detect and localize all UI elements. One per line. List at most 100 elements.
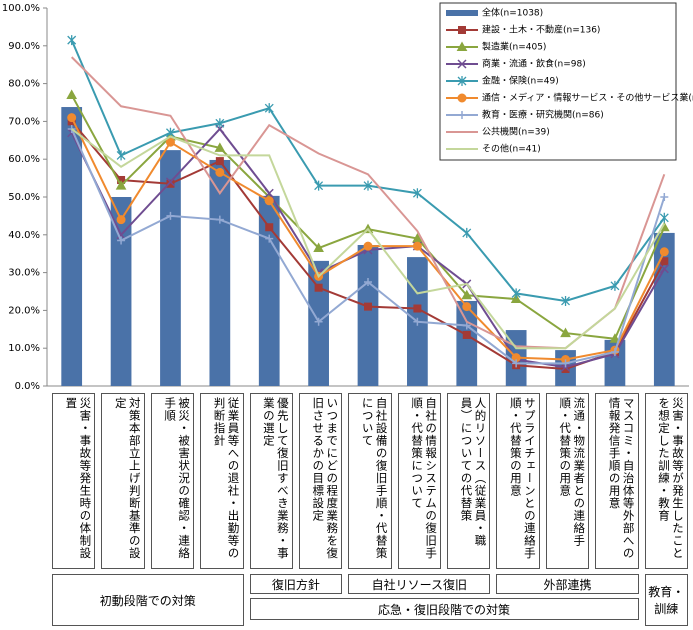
legend-box (439, 2, 677, 161)
point (561, 295, 570, 306)
y-tick-label: 0.0% (15, 381, 40, 392)
point (413, 304, 422, 313)
x-tick-label: 人的リソース（従業員・職員）についての代替策 (447, 393, 491, 569)
group-label: 自社リソース復旧 (348, 574, 491, 594)
legend-label: 金融・保険(n=49) (482, 75, 559, 87)
x-tick-label: いつまでにどの程度業務を復旧させるかの目標設定 (298, 393, 343, 569)
point (264, 196, 274, 206)
point (165, 137, 175, 147)
point (413, 317, 422, 326)
point (364, 278, 372, 287)
point (560, 327, 571, 338)
x-tick-label: サプライチェーンとの連絡手順・代替策の用意 (496, 393, 540, 569)
legend-marker (456, 41, 468, 51)
x-tick-label: 自社の情報システムの復旧手順・代替策について (397, 393, 442, 569)
point (363, 241, 373, 251)
point (610, 280, 620, 291)
legend-label: その他(n=41) (482, 143, 541, 155)
y-tick-label: 30.0% (8, 268, 40, 279)
y-tick-label: 100.0% (2, 3, 40, 14)
point (363, 180, 373, 191)
point (511, 288, 521, 299)
bar (61, 107, 83, 386)
y-tick-label: 70.0% (8, 116, 40, 127)
point (116, 150, 126, 161)
point (512, 359, 521, 368)
point (314, 283, 323, 292)
group-label: 外部連携 (496, 574, 639, 594)
x-tick-label: マスコミ・自治体等外部への情報発信手順の用意 (595, 393, 639, 569)
x-tick-label: 災害・事故等発生時の体制設置 (52, 393, 96, 569)
point (510, 293, 522, 304)
point (67, 124, 76, 133)
point (462, 302, 472, 312)
point (67, 113, 77, 123)
bar (456, 300, 478, 386)
point (264, 188, 274, 198)
legend-label: 建設・土木・不動産(n=136) (482, 24, 600, 36)
bar (209, 159, 231, 386)
point (561, 359, 570, 368)
point (265, 234, 274, 243)
legend-label: 製造業(n=405) (482, 41, 546, 53)
group-label: 初動段階での対策 (52, 574, 244, 626)
legend-label: 公共機関(n=39) (482, 126, 550, 138)
point (462, 227, 472, 238)
point (215, 157, 224, 166)
group-label: 教育・訓練 (644, 574, 688, 626)
point (610, 347, 619, 356)
point (215, 167, 225, 177)
point (609, 333, 621, 343)
point (265, 223, 274, 232)
point (314, 180, 324, 191)
group-label: 復旧方針 (249, 574, 343, 594)
point (462, 330, 471, 339)
legend-label: 通信・メディア・情報サービス・その他サービス業(n=184) (482, 92, 693, 104)
point (214, 142, 226, 152)
bar (357, 245, 379, 386)
point (412, 241, 422, 251)
legend-marker (457, 76, 467, 86)
legend-marker (458, 26, 466, 34)
point (660, 257, 669, 266)
point (461, 289, 473, 300)
legend-label: 教育・医療・研究機関(n=86) (482, 109, 604, 121)
point (166, 211, 175, 220)
point (116, 215, 126, 225)
point (313, 242, 324, 253)
y-tick-label: 50.0% (8, 192, 40, 203)
point (659, 247, 669, 257)
legend-swatch (446, 10, 478, 16)
y-tick-label: 60.0% (8, 154, 40, 165)
legend-marker (458, 111, 466, 119)
x-tick-label: 災害・事故等が発生したことを想定した訓練・教育 (644, 393, 688, 569)
x-tick-label: 被災・被害状況の確認・連絡手順 (150, 393, 195, 569)
y-tick-label: 20.0% (8, 305, 40, 316)
legend-label: 商業・流通・飲食(n=98) (482, 58, 586, 70)
x-tick-label: 従業員等への退社・出勤等の判断指針 (200, 393, 244, 569)
line (71, 128, 666, 350)
point (115, 180, 127, 190)
legend-label: 全体(n=1038) (482, 7, 543, 19)
bar (258, 195, 280, 386)
y-tick-label: 90.0% (8, 41, 40, 52)
y-tick-label: 80.0% (8, 79, 40, 90)
x-tick-label: 対策本部立上げ判断基準の設定 (101, 393, 145, 569)
super-group-label: 応急・復旧段階での対策 (249, 598, 639, 620)
x-tick-label: 優先して復旧すべき業務・事業の選定 (249, 393, 293, 569)
point (659, 212, 669, 223)
point (412, 188, 422, 199)
point (67, 35, 77, 46)
point (264, 103, 274, 114)
point (117, 236, 126, 245)
point (215, 118, 225, 129)
point (660, 193, 669, 201)
bar (160, 150, 181, 386)
x-tick-label: 自社設備の復旧手順・代替策について (348, 393, 392, 569)
point (314, 317, 323, 326)
bar (110, 197, 132, 386)
point (166, 179, 175, 188)
point (215, 215, 224, 224)
